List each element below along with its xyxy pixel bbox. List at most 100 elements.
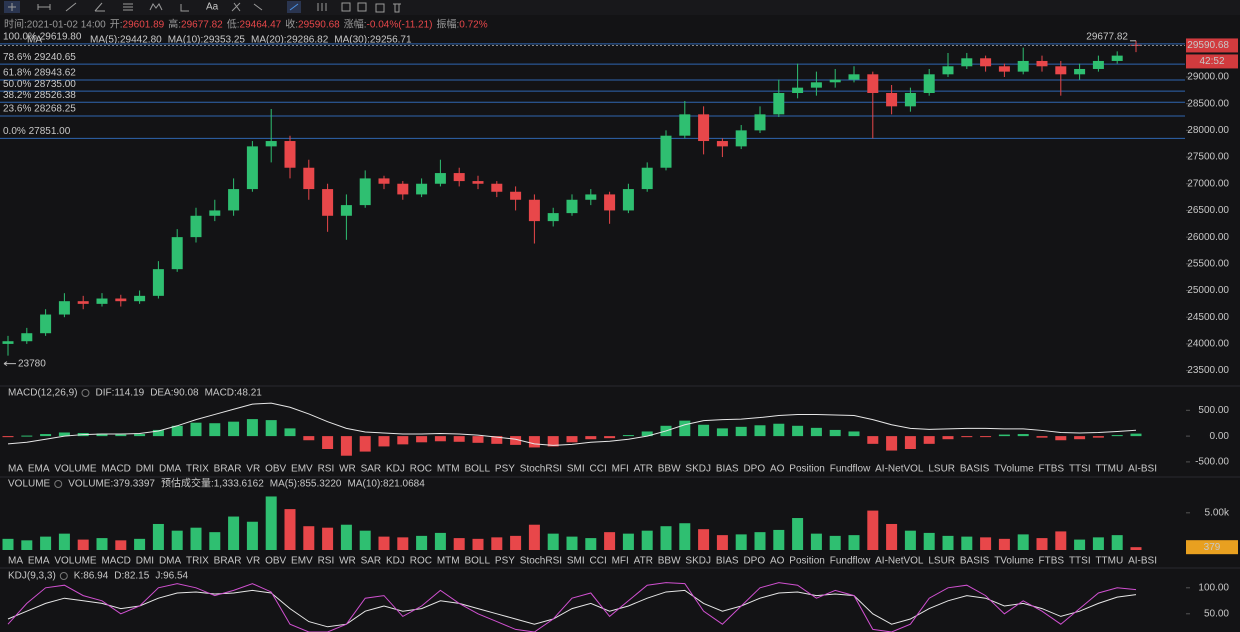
indicator-tab[interactable]: ROC xyxy=(410,464,432,475)
indicator-tab[interactable]: EMV xyxy=(291,556,313,567)
indicator-tab[interactable]: LSUR xyxy=(928,556,955,567)
indicator-tab[interactable]: RSI xyxy=(318,556,335,567)
indicator-tab[interactable]: TTSI xyxy=(1069,556,1091,567)
indicator-tab[interactable]: TVolume xyxy=(994,464,1034,475)
indicator-tab[interactable]: AI-BSI xyxy=(1128,556,1157,567)
indicator-tab[interactable]: EMV xyxy=(291,464,313,475)
indicator-tab[interactable]: VOLUME xyxy=(54,464,97,475)
layer-icon[interactable] xyxy=(357,2,367,12)
crosshair-icon[interactable] xyxy=(8,3,16,11)
indicator-tab[interactable]: Fundflow xyxy=(830,556,871,567)
indicator-tab[interactable]: LSUR xyxy=(928,464,955,475)
indicator-tab[interactable]: OBV xyxy=(265,556,286,567)
indicator-tab[interactable]: SMI xyxy=(567,464,585,475)
candle-body xyxy=(171,237,183,270)
indicator-tab[interactable]: TTMU xyxy=(1095,464,1123,475)
indicator-tab[interactable]: DMI xyxy=(136,556,154,567)
indicator-tab[interactable]: Position xyxy=(789,556,825,567)
y-tick-label: -500.00 xyxy=(1195,457,1229,468)
indicator-tab[interactable]: MACD xyxy=(101,556,130,567)
indicator-tab[interactable]: BBW xyxy=(658,556,681,567)
indicator-tab[interactable]: DMA xyxy=(159,464,182,475)
indicator-tab[interactable]: VR xyxy=(246,464,260,475)
indicator-tab[interactable]: BOLL xyxy=(464,556,490,567)
indicator-tab[interactable]: TVolume xyxy=(994,556,1034,567)
indicator-tab[interactable]: TRIX xyxy=(186,556,209,567)
indicator-tab[interactable]: BASIS xyxy=(960,556,990,567)
indicator-tab[interactable]: DPO xyxy=(743,464,765,475)
measure-icon[interactable] xyxy=(180,4,189,12)
indicator-tab[interactable]: StochRSI xyxy=(520,556,562,567)
indicator-tab[interactable]: SAR xyxy=(361,464,382,475)
fib-icon[interactable] xyxy=(123,3,133,11)
indicator-tab[interactable]: DMA xyxy=(159,556,182,567)
indicator-tab[interactable]: OBV xyxy=(265,464,286,475)
last-price-box xyxy=(1186,38,1238,53)
copy-icon[interactable] xyxy=(341,2,351,12)
indicator-tab[interactable]: KDJ xyxy=(386,464,405,475)
indicator-tab[interactable]: EMA xyxy=(28,464,50,475)
indicator-tab[interactable]: BASIS xyxy=(960,464,990,475)
indicator-tab[interactable]: TTMU xyxy=(1095,556,1123,567)
indicator-tab[interactable]: StochRSI xyxy=(520,464,562,475)
indicator-tab[interactable]: BRAR xyxy=(214,556,242,567)
indicator-tab[interactable]: PSY xyxy=(495,556,515,567)
indicator-tab[interactable]: AI-NetVOL xyxy=(875,556,924,567)
indicator-tab[interactable]: AO xyxy=(770,464,785,475)
indicator-tab[interactable]: WR xyxy=(339,556,356,567)
indicator-tab[interactable]: FTBS xyxy=(1039,464,1065,475)
indicator-tab[interactable]: MFI xyxy=(612,556,629,567)
lock-icon[interactable] xyxy=(317,3,327,11)
indicator-tab[interactable]: FTBS xyxy=(1039,556,1065,567)
delete-icon[interactable] xyxy=(393,3,401,13)
volume-bar xyxy=(209,532,221,550)
indicator-tab[interactable]: ATR xyxy=(634,556,653,567)
trend-icon[interactable] xyxy=(65,2,77,12)
indicator-tab[interactable]: SKDJ xyxy=(685,464,711,475)
indicator-tab[interactable]: BIAS xyxy=(716,464,739,475)
line-icon[interactable] xyxy=(37,4,51,10)
indicator-tab[interactable]: MA xyxy=(8,464,23,475)
indicator-tab[interactable]: MA xyxy=(8,556,23,567)
indicator-tab[interactable]: AI-NetVOL xyxy=(875,464,924,475)
indicator-tab[interactable]: AI-BSI xyxy=(1128,464,1157,475)
indicator-tab[interactable]: BOLL xyxy=(464,464,490,475)
indicator-tab[interactable]: MFI xyxy=(612,464,629,475)
indicator-tab[interactable]: SAR xyxy=(361,556,382,567)
indicator-tab[interactable]: EMA xyxy=(28,556,50,567)
angle-icon[interactable] xyxy=(94,2,105,12)
ruler-icon[interactable] xyxy=(253,3,263,11)
pattern-icon[interactable] xyxy=(149,3,163,11)
hide-icon[interactable] xyxy=(375,3,385,13)
indicator-tab[interactable]: MACD xyxy=(101,464,130,475)
indicator-tab[interactable]: AO xyxy=(770,556,785,567)
indicator-tab[interactable]: VOLUME xyxy=(54,556,97,567)
text-tool[interactable]: Aa xyxy=(206,2,219,13)
indicator-tab[interactable]: DMI xyxy=(136,464,154,475)
indicator-tab[interactable]: BRAR xyxy=(214,464,242,475)
indicator-tab[interactable]: MTM xyxy=(437,556,460,567)
indicator-tab[interactable]: BIAS xyxy=(716,556,739,567)
indicator-tab[interactable]: Position xyxy=(789,464,825,475)
indicator-tab[interactable]: KDJ xyxy=(386,556,405,567)
indicator-tab[interactable]: WR xyxy=(339,464,356,475)
indicator-tab[interactable]: MTM xyxy=(437,464,460,475)
indicator-tab[interactable]: ATR xyxy=(634,464,653,475)
dif-line xyxy=(7,402,1137,446)
brush-icon[interactable] xyxy=(231,2,241,12)
indicator-tab[interactable]: SKDJ xyxy=(685,556,711,567)
macd-bar xyxy=(773,423,785,437)
indicator-tab[interactable]: TTSI xyxy=(1069,464,1091,475)
indicator-tab[interactable]: RSI xyxy=(318,464,335,475)
indicator-tab[interactable]: Fundflow xyxy=(830,464,871,475)
indicator-tab[interactable]: ROC xyxy=(410,556,432,567)
indicator-tab[interactable]: TRIX xyxy=(186,464,209,475)
indicator-tab[interactable]: VR xyxy=(246,556,260,567)
indicator-tab[interactable]: CCI xyxy=(590,464,607,475)
indicator-tab[interactable]: SMI xyxy=(567,556,585,567)
indicator-tab[interactable]: DPO xyxy=(743,556,765,567)
indicator-tab[interactable]: PSY xyxy=(495,464,515,475)
indicator-tab[interactable]: BBW xyxy=(658,464,681,475)
indicator-tab[interactable]: CCI xyxy=(590,556,607,567)
draw-icon[interactable] xyxy=(289,3,299,11)
